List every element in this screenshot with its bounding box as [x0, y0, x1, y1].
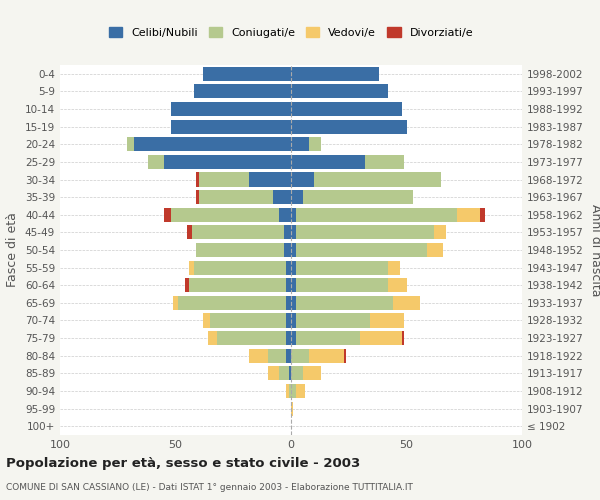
Bar: [164, 208, 171, 222]
Bar: [286, 278, 291, 292]
Y-axis label: Fasce di età: Fasce di età: [7, 212, 19, 288]
Bar: [365, 155, 404, 169]
Bar: [296, 314, 370, 328]
Bar: [302, 366, 321, 380]
Bar: [427, 243, 443, 257]
Bar: [284, 226, 291, 239]
Legend: Celibi/Nubili, Coniugati/e, Vedovi/e, Divorziati/e: Celibi/Nubili, Coniugati/e, Vedovi/e, Di…: [104, 22, 478, 42]
Bar: [291, 331, 296, 345]
Bar: [286, 296, 291, 310]
Bar: [284, 243, 291, 257]
Bar: [286, 331, 291, 345]
Bar: [268, 348, 286, 363]
Bar: [291, 314, 296, 328]
Bar: [196, 243, 284, 257]
Bar: [291, 243, 296, 257]
Bar: [291, 84, 388, 98]
Bar: [280, 208, 291, 222]
Bar: [250, 172, 291, 186]
Bar: [171, 208, 280, 222]
Bar: [190, 278, 286, 292]
Bar: [178, 296, 286, 310]
Bar: [402, 331, 404, 345]
Bar: [286, 384, 289, 398]
Bar: [203, 67, 291, 81]
Bar: [457, 208, 481, 222]
Bar: [171, 120, 291, 134]
Bar: [291, 296, 296, 310]
Bar: [291, 190, 302, 204]
Bar: [199, 190, 272, 204]
Bar: [199, 172, 250, 186]
Bar: [296, 384, 305, 398]
Text: Popolazione per età, sesso e stato civile - 2003: Popolazione per età, sesso e stato civil…: [6, 458, 360, 470]
Bar: [296, 331, 360, 345]
Bar: [434, 226, 446, 239]
Bar: [291, 172, 314, 186]
Bar: [296, 243, 427, 257]
Bar: [296, 226, 434, 239]
Bar: [291, 102, 402, 116]
Bar: [291, 137, 310, 152]
Bar: [296, 296, 392, 310]
Bar: [250, 348, 268, 363]
Bar: [210, 314, 286, 328]
Bar: [291, 384, 296, 398]
Bar: [286, 260, 291, 274]
Bar: [291, 67, 379, 81]
Bar: [289, 366, 291, 380]
Bar: [291, 402, 293, 415]
Bar: [296, 208, 457, 222]
Bar: [272, 190, 291, 204]
Bar: [291, 348, 310, 363]
Bar: [203, 314, 210, 328]
Bar: [481, 208, 485, 222]
Y-axis label: Anni di nascita: Anni di nascita: [589, 204, 600, 296]
Bar: [291, 208, 296, 222]
Bar: [194, 260, 286, 274]
Bar: [286, 348, 291, 363]
Bar: [291, 155, 365, 169]
Bar: [194, 84, 291, 98]
Bar: [291, 226, 296, 239]
Bar: [148, 155, 164, 169]
Bar: [286, 314, 291, 328]
Bar: [217, 331, 286, 345]
Bar: [291, 278, 296, 292]
Bar: [196, 172, 199, 186]
Bar: [291, 366, 302, 380]
Bar: [208, 331, 217, 345]
Bar: [296, 278, 388, 292]
Bar: [134, 137, 291, 152]
Bar: [171, 102, 291, 116]
Bar: [190, 260, 194, 274]
Text: COMUNE DI SAN CASSIANO (LE) - Dati ISTAT 1° gennaio 2003 - Elaborazione TUTTITAL: COMUNE DI SAN CASSIANO (LE) - Dati ISTAT…: [6, 482, 413, 492]
Bar: [196, 190, 199, 204]
Bar: [310, 137, 321, 152]
Bar: [280, 366, 289, 380]
Bar: [191, 226, 284, 239]
Bar: [360, 331, 402, 345]
Bar: [388, 260, 400, 274]
Bar: [268, 366, 280, 380]
Bar: [370, 314, 404, 328]
Bar: [289, 384, 291, 398]
Bar: [127, 137, 134, 152]
Bar: [310, 348, 344, 363]
Bar: [344, 348, 346, 363]
Bar: [187, 226, 191, 239]
Bar: [388, 278, 407, 292]
Bar: [164, 155, 291, 169]
Bar: [314, 172, 441, 186]
Bar: [291, 260, 296, 274]
Bar: [296, 260, 388, 274]
Bar: [173, 296, 178, 310]
Bar: [302, 190, 413, 204]
Bar: [392, 296, 421, 310]
Bar: [291, 120, 407, 134]
Bar: [185, 278, 190, 292]
